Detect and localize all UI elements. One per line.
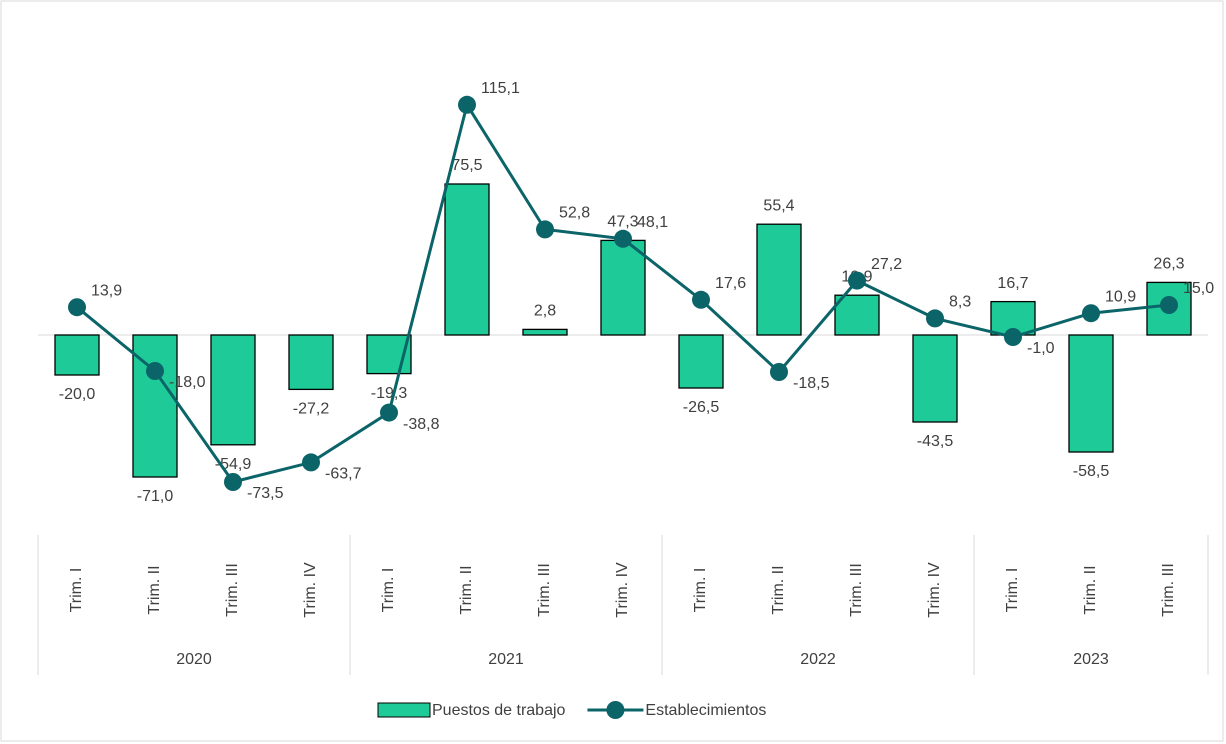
line-value-label: 8,3 xyxy=(949,294,971,311)
bar-value-label: 26,3 xyxy=(1153,256,1184,273)
line-marker xyxy=(614,229,632,248)
line-value-label: 15,0 xyxy=(1183,280,1214,297)
line-value-label: -1,0 xyxy=(1027,340,1055,357)
line-value-label: 10,9 xyxy=(1105,288,1136,305)
bar-value-label: 16,7 xyxy=(997,275,1028,292)
bar xyxy=(132,334,178,478)
legend-label: Establecimientos xyxy=(645,702,766,719)
line-value-label: -18,0 xyxy=(169,374,206,391)
line-value-label: -18,5 xyxy=(793,375,830,392)
line-value-label: -73,5 xyxy=(247,485,284,502)
bar-value-label: -71,0 xyxy=(137,488,174,505)
bar-value-label: -27,2 xyxy=(293,401,330,418)
category-label: Trim. IV xyxy=(302,562,319,618)
bar xyxy=(54,334,100,376)
line-marker xyxy=(1082,304,1100,323)
line-marker xyxy=(848,271,866,290)
group-label: 2020 xyxy=(176,651,212,668)
legend-marker xyxy=(606,701,625,719)
bar xyxy=(288,334,334,391)
group-label: 2023 xyxy=(1073,651,1109,668)
line-marker xyxy=(1004,328,1022,346)
line-marker xyxy=(458,95,476,114)
group-label: 2022 xyxy=(800,651,836,668)
bar xyxy=(1068,334,1114,453)
line-value-label: 17,6 xyxy=(715,275,746,292)
category-label: Trim. III xyxy=(536,563,553,617)
category-label: Trim. I xyxy=(692,568,709,613)
category-label: Trim. I xyxy=(1004,568,1021,613)
category-label: Trim. IV xyxy=(926,562,943,618)
category-label: Trim. II xyxy=(146,565,163,614)
legend-label: Puestos de trabajo xyxy=(432,702,566,719)
category-label: Trim. II xyxy=(1082,565,1099,614)
line-marker xyxy=(1160,296,1178,314)
bar-value-label: 55,4 xyxy=(763,197,794,214)
category-label: Trim. I xyxy=(68,568,85,613)
line-marker xyxy=(770,363,788,381)
bar xyxy=(444,183,490,336)
bar-value-label: 75,5 xyxy=(451,157,482,174)
bar xyxy=(756,223,802,336)
line-marker xyxy=(380,403,398,422)
line-value-label: 13,9 xyxy=(91,282,122,299)
bar xyxy=(210,334,256,446)
category-label: Trim. III xyxy=(1160,563,1177,617)
bar xyxy=(600,239,646,336)
category-label: Trim. II xyxy=(458,565,475,614)
line-marker xyxy=(926,309,944,328)
category-label: Trim. I xyxy=(380,568,397,613)
legend-swatch xyxy=(377,702,431,718)
line-value-label: 115,1 xyxy=(481,80,520,97)
bar-value-label: -26,5 xyxy=(683,399,720,416)
category-label: Trim. III xyxy=(848,563,865,617)
bar-value-label: -19,3 xyxy=(371,385,408,402)
bar xyxy=(678,334,724,389)
category-label: Trim. IV xyxy=(614,562,631,618)
line-value-label: 48,1 xyxy=(637,214,668,231)
line-marker xyxy=(302,453,320,472)
line-marker xyxy=(224,473,242,491)
category-label: Trim. II xyxy=(770,565,787,614)
group-label: 2021 xyxy=(488,651,524,668)
line-value-label: 27,2 xyxy=(871,256,902,273)
line-marker xyxy=(692,290,710,309)
line-marker xyxy=(536,220,554,239)
bar-value-label: -58,5 xyxy=(1073,463,1110,480)
category-label: Trim. III xyxy=(224,563,241,617)
line-marker xyxy=(68,298,86,317)
line-value-label: -38,8 xyxy=(403,416,440,433)
line-value-label: -63,7 xyxy=(325,466,362,483)
bar xyxy=(834,294,880,336)
bar-value-label: -43,5 xyxy=(917,433,954,450)
line-value-label: 52,8 xyxy=(559,205,590,222)
bar xyxy=(522,328,568,336)
bar-value-label: 47,3 xyxy=(607,214,638,231)
bar xyxy=(912,334,958,423)
bar-value-label: -20,0 xyxy=(59,386,96,403)
bar-value-label: 2,8 xyxy=(534,303,556,320)
line-marker xyxy=(146,362,164,380)
